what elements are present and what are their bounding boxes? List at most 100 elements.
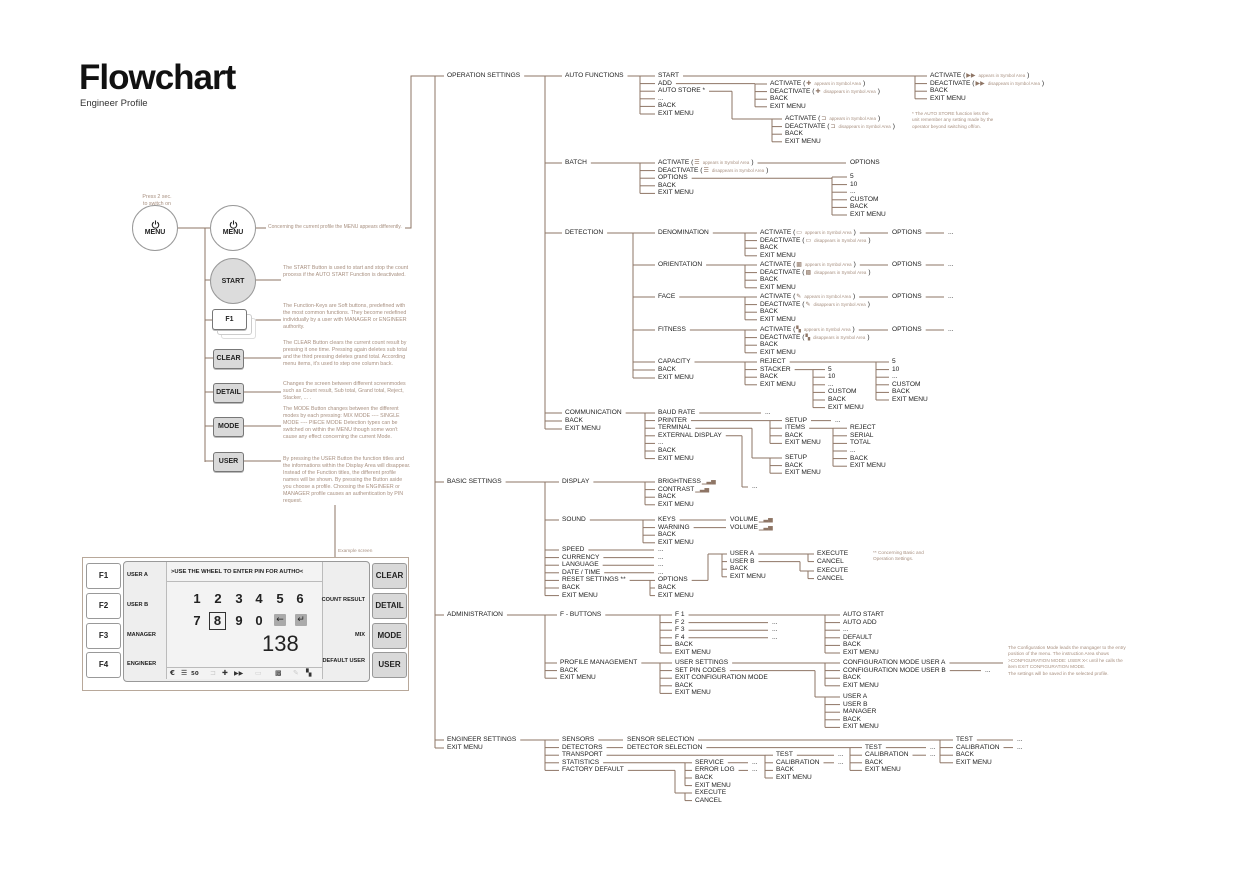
menu-item-admin: BACK	[560, 666, 578, 674]
auto-store-note: * The AUTO STORE function lets the unit …	[912, 111, 994, 129]
menu-item-sensor-sel: TEST	[956, 736, 973, 743]
fitness-icon: ▚	[306, 669, 312, 677]
menu-item-op: EXIT MENU	[565, 425, 601, 432]
pin-digit[interactable]: 7	[193, 613, 201, 628]
menu-item-auto-add: ACTIVATE (✚ appears in Symbol Area)	[770, 80, 865, 88]
menu-item-keys-vol: VOLUME▁▃▅	[730, 516, 774, 524]
pin-digit[interactable]: 5	[276, 591, 284, 606]
pin-digit[interactable]: 1	[193, 591, 201, 606]
menu-item-root: BASIC SETTINGS	[447, 478, 502, 485]
user-button[interactable]: USER	[213, 452, 244, 472]
screen-user-button[interactable]: USER	[372, 652, 407, 678]
menu-item-face: DEACTIVATE (✎ disappears in Symbol Area)	[760, 301, 870, 309]
pin-digit[interactable]: 0	[255, 613, 263, 628]
menu-item-label: ACTIVATE (	[760, 293, 796, 300]
menu-item-face: EXIT MENU	[760, 315, 796, 323]
level-bars-icon: ▁▃▅	[695, 486, 710, 493]
menu-item-external: ...	[752, 483, 758, 490]
menu-item-op: COMMUNICATION	[565, 409, 622, 416]
menu-item-printer-items: SERIAL	[850, 431, 874, 439]
backspace-arrow-icon[interactable]: ←	[274, 614, 286, 626]
menu-item-detection: DENOMINATION	[658, 229, 709, 236]
pin-digit[interactable]: 4	[255, 591, 263, 606]
menu-item-label: DEACTIVATE (	[930, 79, 975, 87]
menu-item-communication: EXIT MENU	[658, 454, 694, 462]
start-button[interactable]: START	[210, 258, 256, 304]
start-note: The START Button is used to start and st…	[283, 265, 409, 278]
menu-item-auto: EXIT MENU	[658, 110, 694, 117]
menu-item-denomination: DEACTIVATE (▭ disappears in Symbol Area)	[760, 237, 871, 245]
page-subtitle: Engineer Profile	[80, 98, 148, 109]
menu-item-communication: ...	[658, 439, 664, 447]
symbol-area-note: appears in Symbol Area	[804, 294, 851, 299]
menu-item-root: OPERATION SETTINGS	[447, 72, 521, 79]
symbol-area-note: appears in Symbol Area	[702, 160, 750, 165]
menu-item-label: ACTIVATE (	[760, 326, 796, 333]
menu-item-label: DEACTIVATE (	[658, 166, 703, 174]
screen-f4-button[interactable]: F4	[86, 652, 121, 678]
menu-item-fbuttons: F 3	[675, 626, 685, 634]
menu-item-printer-items: BACK	[850, 454, 868, 462]
menu-item-auto: BACK	[658, 102, 676, 110]
menu-item-profile: SET PIN CODES	[675, 666, 726, 674]
screen-f3-button[interactable]: F3	[86, 623, 121, 649]
menu-item-denomination: ACTIVATE (▭ appears in Symbol Area)	[760, 229, 856, 237]
default-user-label: DEFAULT USER	[322, 658, 365, 664]
f1-button[interactable]: F1	[212, 309, 247, 330]
menu-item-capacity-reject: 10	[892, 365, 900, 373]
power-menu-label: MENU	[144, 229, 166, 236]
fast-forward-icon: ▶▶	[966, 73, 976, 79]
menu-item-face: ACTIVATE (✎ appears in Symbol Area)	[760, 293, 855, 301]
menu-item-basic: LANGUAGE	[562, 561, 599, 569]
auto-store-icon: ⊐	[821, 116, 827, 122]
power-icon	[151, 220, 159, 229]
screen-clear-button[interactable]: CLEAR	[372, 563, 407, 589]
menu-item-auto-store: EXIT MENU	[785, 137, 821, 145]
pin-digit[interactable]: 9	[235, 613, 243, 628]
menu-item-label: VOLUME	[730, 516, 758, 523]
pin-digit[interactable]: 6	[296, 591, 304, 606]
menu-item-speed-val: ...	[658, 546, 664, 553]
screen-f2-button[interactable]: F2	[86, 593, 121, 619]
denomination-icon: ▭	[255, 669, 262, 677]
profile-label: ENGINEER	[127, 661, 157, 667]
menu-item-f1: DEFAULT	[843, 633, 873, 641]
pin-value: 138	[262, 631, 299, 656]
clear-button[interactable]: CLEAR	[213, 349, 244, 369]
menu-item-transport-cal-val: ...	[838, 758, 844, 766]
detail-button[interactable]: DETAIL	[213, 383, 244, 403]
menu-item-sensor-cal-val: ...	[1017, 743, 1023, 751]
menu-item-engineer: FACTORY DEFAULT	[562, 766, 624, 774]
symbol-area-note: disappears in Symbol Area	[838, 123, 891, 129]
menu-item-f1: AUTO ADD	[843, 618, 877, 626]
menu-item-display: EXIT MENU	[658, 500, 694, 508]
pin-digit-selected[interactable]: 8	[209, 612, 226, 630]
menu-button[interactable]: MENU	[210, 205, 256, 251]
power-menu-button[interactable]: MENU	[132, 205, 178, 251]
menu-item-op: BATCH	[565, 159, 587, 166]
profile-label: MANAGER	[127, 632, 156, 638]
menu-item-warning-vol: VOLUME▁▃▅	[730, 524, 774, 532]
menu-item-auto-store: DEACTIVATE (⊐ disappears in Symbol Area)	[785, 123, 895, 131]
menu-item-label: DEACTIVATE (	[785, 122, 830, 130]
menu-item-batch-options: 5	[850, 173, 854, 180]
mode-button[interactable]: MODE	[213, 417, 244, 437]
symbol-area-note: disappears in Symbol Area	[823, 88, 876, 94]
menu-item-profile: EXIT CONFIGURATION MODE	[675, 674, 768, 682]
menu-item-capacity-stacker: EXIT MENU	[828, 403, 864, 411]
pin-digit[interactable]: 2	[214, 591, 222, 606]
closing-parenthesis: )	[868, 268, 871, 276]
menu-item-batch-options: ...	[850, 188, 856, 196]
screen-f1-button[interactable]: F1	[86, 563, 121, 589]
menu-item-fbuttons: F 4	[675, 633, 685, 641]
screen-detail-button[interactable]: DETAIL	[372, 593, 407, 619]
menu-item-currency-val: ...	[658, 553, 664, 561]
configuration-note: The Configuration Mode leads the mangage…	[1008, 645, 1126, 677]
menu-item-denomination-more: ...	[948, 229, 954, 236]
enter-arrow-icon[interactable]: ↵	[295, 614, 307, 626]
menu-item-label: DEACTIVATE (	[760, 268, 805, 276]
menu-item-f2-val: ...	[772, 618, 778, 626]
screen-mode-button[interactable]: MODE	[372, 623, 407, 649]
menu-item-fitness: BACK	[760, 341, 778, 349]
pin-digit[interactable]: 3	[235, 591, 243, 606]
